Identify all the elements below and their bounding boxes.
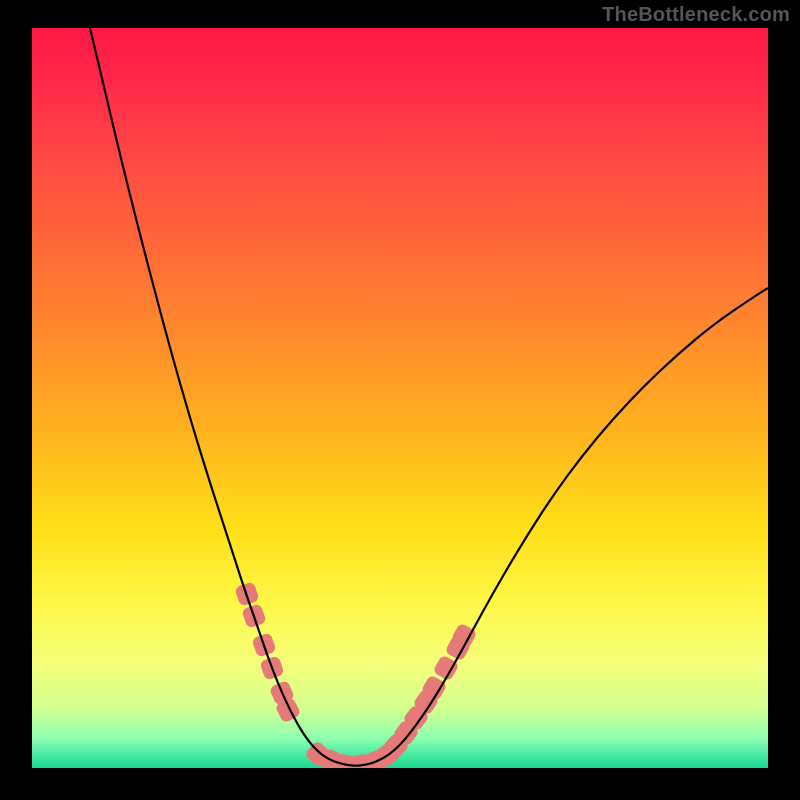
bottleneck-curve xyxy=(90,28,768,766)
curve-layer xyxy=(32,28,768,768)
watermark-text: TheBottleneck.com xyxy=(602,4,790,27)
chart-container: TheBottleneck.com xyxy=(0,0,800,800)
marker-group xyxy=(234,581,477,768)
plot-area xyxy=(32,28,768,768)
